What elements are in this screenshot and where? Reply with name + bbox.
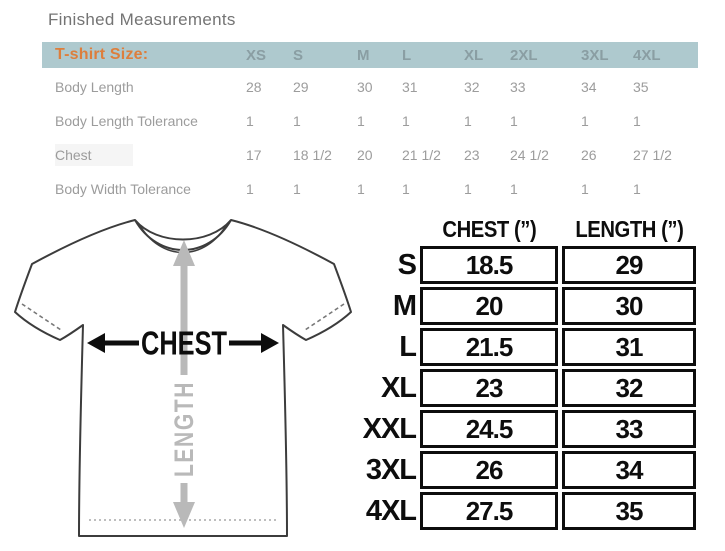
cell-value: 1	[581, 181, 589, 197]
cell-value: 1	[246, 181, 254, 197]
length-value: 35	[562, 492, 696, 530]
size-label: 4XL	[365, 494, 417, 527]
size-label: XL	[380, 371, 417, 404]
detail-table-body: S 18.5 29 M 20 30 L 21.5 31 XL 23 32 XXL 24.5 33 3XL 26 3…	[362, 246, 696, 530]
detail-table-row: 3XL 26 34	[362, 451, 696, 489]
cell-value: 27 1/2	[633, 147, 672, 163]
tshirt-size-label: T-shirt Size:	[55, 46, 149, 63]
size-table-row: Body Length Tolerance 1 1 1 1 1 1 1 1	[42, 104, 698, 138]
size-column-header: S	[293, 46, 304, 64]
cell-value: 1	[357, 181, 365, 197]
chest-value: 26	[420, 451, 558, 489]
cell-value: 1	[633, 113, 641, 129]
row-label: Body Width Tolerance	[55, 181, 191, 197]
size-column-header: L	[402, 46, 412, 64]
chest-column-header: CHEST (”)	[442, 215, 536, 242]
cell-value: 1	[464, 113, 472, 129]
length-value: 30	[562, 287, 696, 325]
cell-value: 34	[581, 79, 597, 95]
cell-value: 30	[357, 79, 373, 95]
chest-value: 20	[420, 287, 558, 325]
size-table-row: Body Length 28 29 30 31 32 33 34 35	[42, 70, 698, 104]
cell-value: 1	[510, 181, 518, 197]
size-table-body: Body Length 28 29 30 31 32 33 34 35 Body Length T…	[42, 70, 698, 206]
sleeve-stitch-left	[21, 303, 62, 331]
chest-value: 18.5	[420, 246, 558, 284]
length-column-header-cell: LENGTH (”)	[562, 215, 696, 243]
size-table-row: Body Width Tolerance 1 1 1 1 1 1 1 1	[42, 172, 698, 206]
size-table-header-row: T-shirt Size: XS S M L XL 2XL 3XL 4XL	[42, 42, 698, 68]
length-column-header: LENGTH (”)	[574, 215, 684, 242]
size-table-row: Chest 17 18 1/2 20 21 1/2 23 24 1/2 26 27 1/2	[42, 138, 698, 172]
cell-value: 1	[246, 113, 254, 129]
cell-value: 35	[633, 79, 649, 95]
chest-value: 23	[420, 369, 558, 407]
length-value: 34	[562, 451, 696, 489]
size-column-header: 4XL	[633, 46, 661, 64]
detail-header-spacer	[362, 215, 416, 243]
cell-value: 1	[510, 113, 518, 129]
row-label: Body Length	[55, 79, 134, 95]
row-label: Chest	[42, 144, 246, 166]
chest-value: 27.5	[420, 492, 558, 530]
cell-value: 18 1/2	[293, 147, 332, 163]
cell-value: 1	[293, 181, 301, 197]
size-label: 3XL	[365, 453, 417, 486]
cell-value: 1	[633, 181, 641, 197]
cell-value: 20	[357, 147, 373, 163]
cell-value: 17	[246, 147, 262, 163]
length-value: 29	[562, 246, 696, 284]
length-arrow: LENGTH	[167, 240, 201, 528]
chest-column-header-cell: CHEST (”)	[420, 215, 558, 243]
detail-table-row: XL 23 32	[362, 369, 696, 407]
cell-value: 1	[402, 181, 410, 197]
size-column-header: XL	[464, 46, 484, 64]
size-label: L	[399, 330, 417, 363]
cell-value: 1	[357, 113, 365, 129]
detail-table-row: S 18.5 29	[362, 246, 696, 284]
size-column-header: M	[357, 46, 370, 64]
sleeve-stitch-right	[304, 303, 345, 331]
cell-value: 31	[402, 79, 418, 95]
tshirt-illustration: LENGTH CHEST	[14, 219, 352, 537]
size-column-header: 2XL	[510, 46, 538, 64]
size-label: M	[392, 289, 417, 322]
chest-value: 24.5	[420, 410, 558, 448]
cell-value: 1	[293, 113, 301, 129]
cell-value: 29	[293, 79, 309, 95]
length-value: 32	[562, 369, 696, 407]
row-label: Body Length Tolerance	[55, 113, 198, 129]
cell-value: 1	[464, 181, 472, 197]
detail-table: CHEST (”) LENGTH (”) S 18.5 29 M 20 30 L 21.5 31…	[358, 212, 700, 533]
cell-value: 23	[464, 147, 480, 163]
detail-table-row: XXL 24.5 33	[362, 410, 696, 448]
cell-value: 1	[581, 113, 589, 129]
finished-measurements-table: T-shirt Size: XS S M L XL 2XL 3XL 4XL Body Leng…	[42, 42, 698, 206]
page-title: Finished Measurements	[48, 10, 236, 29]
detail-table-row: L 21.5 31	[362, 328, 696, 366]
cell-value: 28	[246, 79, 262, 95]
detail-size-table: CHEST (”) LENGTH (”) S 18.5 29 M 20 30 L 21.5 31…	[358, 212, 700, 533]
cell-value: 24 1/2	[510, 147, 549, 163]
length-value: 31	[562, 328, 696, 366]
size-label: XXL	[362, 412, 417, 445]
chest-value: 21.5	[420, 328, 558, 366]
cell-value: 26	[581, 147, 597, 163]
size-label: S	[397, 248, 417, 281]
cell-value: 21 1/2	[402, 147, 441, 163]
cell-value: 32	[464, 79, 480, 95]
cell-value: 1	[402, 113, 410, 129]
size-column-header: 3XL	[581, 46, 609, 64]
length-arrow-label: LENGTH	[169, 381, 199, 477]
detail-table-row: 4XL 27.5 35	[362, 492, 696, 530]
cell-value: 33	[510, 79, 526, 95]
detail-header-row: CHEST (”) LENGTH (”)	[362, 215, 696, 243]
detail-table-row: M 20 30	[362, 287, 696, 325]
size-column-header: XS	[246, 46, 267, 64]
chest-arrow: CHEST	[87, 325, 279, 362]
chest-arrow-label: CHEST	[141, 325, 227, 362]
length-value: 33	[562, 410, 696, 448]
tshirt-diagram: LENGTH CHEST	[5, 212, 377, 546]
